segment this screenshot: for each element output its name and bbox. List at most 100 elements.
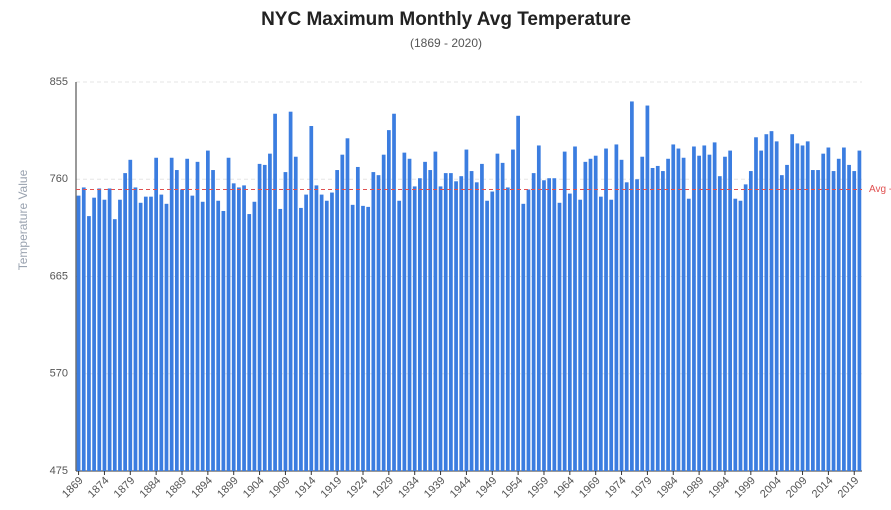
bar xyxy=(386,130,391,471)
bar xyxy=(449,173,453,471)
bar xyxy=(723,156,727,471)
x-tick-label: 1994 xyxy=(706,475,732,501)
bar xyxy=(340,154,345,471)
bar xyxy=(216,200,221,471)
bar xyxy=(87,216,91,471)
bar xyxy=(686,198,691,471)
bar xyxy=(655,165,660,471)
bar xyxy=(692,146,696,471)
bar xyxy=(299,207,303,472)
bar xyxy=(288,111,293,472)
bar xyxy=(81,187,86,472)
x-tick-label: 1889 xyxy=(163,475,189,501)
bar xyxy=(852,171,857,471)
bar xyxy=(759,150,764,471)
bar xyxy=(671,144,676,471)
bar xyxy=(138,202,143,471)
bar xyxy=(816,170,820,471)
bar xyxy=(516,115,520,471)
bar xyxy=(774,141,779,471)
x-tick-label: 2004 xyxy=(758,475,784,501)
bar xyxy=(345,138,350,472)
bar xyxy=(92,197,96,471)
bar xyxy=(531,173,536,471)
bar xyxy=(536,145,541,471)
bar xyxy=(309,126,314,471)
y-tick-label: 570 xyxy=(50,368,68,380)
x-tick-label: 1884 xyxy=(138,475,164,501)
bar xyxy=(324,200,329,471)
bar xyxy=(392,113,396,472)
bar xyxy=(314,185,319,472)
bar xyxy=(190,195,195,471)
x-tick-label: 2014 xyxy=(810,475,836,501)
bar xyxy=(180,189,184,471)
bar xyxy=(666,158,670,472)
bar xyxy=(831,171,836,471)
bar xyxy=(490,191,495,471)
bar xyxy=(402,152,407,471)
bar xyxy=(505,187,510,472)
x-tick-label: 2019 xyxy=(836,475,862,501)
bar xyxy=(650,167,655,471)
bar xyxy=(242,185,246,472)
bar xyxy=(485,200,489,471)
x-tick-label: 1999 xyxy=(732,475,758,501)
bar xyxy=(185,158,190,472)
bar xyxy=(557,202,562,471)
bar xyxy=(438,186,443,472)
bar xyxy=(593,155,598,471)
bar xyxy=(149,196,153,471)
bar xyxy=(355,166,360,471)
bar xyxy=(738,200,743,471)
bar xyxy=(480,163,484,472)
bar xyxy=(511,149,515,471)
bar xyxy=(567,193,572,471)
bar xyxy=(542,180,546,471)
x-tick-label: 1924 xyxy=(344,475,370,501)
bar xyxy=(154,157,159,471)
bar xyxy=(123,173,127,471)
x-tick-label: 1879 xyxy=(112,475,138,501)
bar xyxy=(500,162,505,472)
bar xyxy=(195,161,200,472)
bar xyxy=(811,170,815,471)
bar xyxy=(578,199,583,471)
chart-subtitle: (1869 - 2020) xyxy=(410,36,482,50)
average-label: Avg - xyxy=(869,184,891,195)
x-tick-label: 1899 xyxy=(215,475,241,501)
x-tick-label: 1959 xyxy=(525,475,551,501)
bar xyxy=(795,143,800,471)
bar xyxy=(118,199,122,471)
bar xyxy=(174,170,179,471)
bar xyxy=(624,182,629,472)
bar xyxy=(211,170,215,471)
bar xyxy=(412,186,417,472)
x-tick-label: 1954 xyxy=(500,475,526,501)
bar xyxy=(304,194,308,471)
bar xyxy=(754,137,758,472)
x-tick-label: 1904 xyxy=(241,475,267,501)
bar xyxy=(273,113,277,472)
bar xyxy=(418,178,422,471)
bar xyxy=(443,173,448,471)
bar xyxy=(366,206,371,472)
bar xyxy=(107,188,112,471)
bar xyxy=(164,203,169,471)
bar xyxy=(573,146,577,471)
bar xyxy=(407,158,412,472)
bar xyxy=(159,194,164,471)
x-tick-label: 1984 xyxy=(655,475,681,501)
bar xyxy=(640,156,645,471)
bar xyxy=(681,157,686,471)
y-tick-label: 475 xyxy=(50,465,68,477)
x-tick-label: 1894 xyxy=(189,475,215,501)
bar xyxy=(112,219,117,471)
x-tick-label: 1964 xyxy=(551,475,577,501)
bar xyxy=(836,158,841,472)
bar xyxy=(469,171,474,471)
bar xyxy=(821,153,826,471)
x-tick-label: 1909 xyxy=(267,475,293,501)
bar xyxy=(464,149,469,471)
